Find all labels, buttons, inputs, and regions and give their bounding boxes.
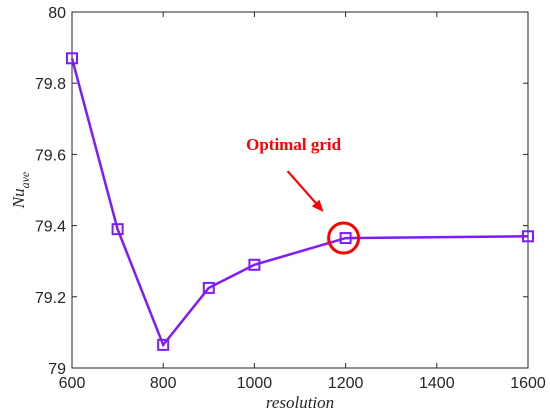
annotation-arrow-shaft-0 bbox=[286, 170, 319, 206]
plot-area bbox=[71, 11, 529, 369]
tick-marks bbox=[71, 11, 529, 369]
y-tick-label-5: 80 bbox=[48, 5, 66, 22]
data-point-0-0 bbox=[66, 52, 78, 65]
annotation-layer: Optimal grid bbox=[246, 135, 361, 255]
y-tick-label-4: 79.8 bbox=[35, 76, 66, 93]
series-layer bbox=[66, 52, 534, 351]
series-line-0 bbox=[70, 57, 529, 348]
annotation-arrow-head-0 bbox=[311, 199, 324, 213]
y-axis-label-base: Nu bbox=[9, 188, 28, 209]
y-tick-label-2: 79.4 bbox=[35, 219, 66, 236]
data-point-0-4 bbox=[248, 258, 261, 271]
x-tick-label-3: 1200 bbox=[328, 375, 364, 392]
x-tick-label-0: 600 bbox=[59, 375, 86, 392]
y-axis-label-sub: ave bbox=[18, 171, 32, 188]
y-axis-label: Nuave bbox=[9, 171, 32, 209]
x-tick-label-4: 1400 bbox=[419, 375, 455, 392]
annotation-label-0: Optimal grid bbox=[246, 135, 341, 154]
annotation-circle-0 bbox=[327, 221, 361, 255]
data-point-0-2 bbox=[157, 338, 170, 351]
x-axis-label: resolution bbox=[266, 393, 334, 412]
y-tick-label-3: 79.6 bbox=[35, 147, 66, 164]
data-point-0-5 bbox=[339, 232, 352, 245]
data-point-0-3 bbox=[202, 281, 215, 294]
y-tick-label-0: 79 bbox=[48, 361, 66, 378]
x-tick-label-5: 1600 bbox=[510, 375, 546, 392]
x-tick-label-1: 800 bbox=[150, 375, 177, 392]
tick-labels: 600 800 1000 1200 1400 1600 79 79.2 79.4 79.6 79.8… bbox=[35, 5, 546, 392]
data-point-0-1 bbox=[111, 223, 124, 236]
data-point-0-6 bbox=[522, 230, 534, 243]
y-tick-label-1: 79.2 bbox=[35, 290, 66, 307]
x-tick-label-2: 1000 bbox=[237, 375, 273, 392]
